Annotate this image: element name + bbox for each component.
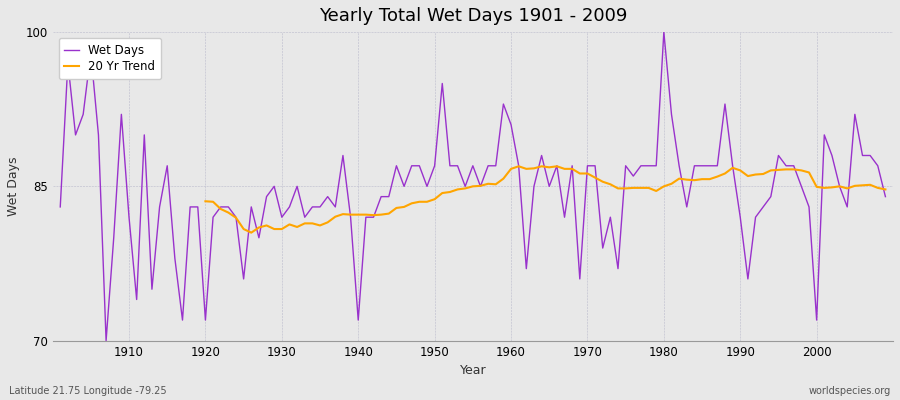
- 20 Yr Trend: [780, 167, 791, 172]
- Wet Days: [55, 204, 66, 209]
- 20 Yr Trend: [300, 221, 310, 226]
- Legend: Wet Days, 20 Yr Trend: Wet Days, 20 Yr Trend: [58, 38, 161, 79]
- Title: Yearly Total Wet Days 1901 - 2009: Yearly Total Wet Days 1901 - 2009: [319, 7, 627, 25]
- Wet Days: [101, 338, 112, 343]
- 20 Yr Trend: [865, 182, 876, 187]
- Line: Wet Days: Wet Days: [60, 32, 886, 341]
- Wet Days: [605, 215, 616, 220]
- Wet Days: [338, 153, 348, 158]
- Text: Latitude 21.75 Longitude -79.25: Latitude 21.75 Longitude -79.25: [9, 386, 166, 396]
- Wet Days: [123, 215, 134, 220]
- 20 Yr Trend: [513, 164, 524, 169]
- Wet Days: [292, 184, 302, 189]
- Wet Days: [506, 122, 517, 127]
- 20 Yr Trend: [246, 230, 256, 235]
- 20 Yr Trend: [200, 199, 211, 204]
- 20 Yr Trend: [689, 178, 700, 182]
- X-axis label: Year: Year: [460, 364, 486, 377]
- 20 Yr Trend: [796, 168, 806, 173]
- 20 Yr Trend: [414, 199, 425, 204]
- Text: worldspecies.org: worldspecies.org: [809, 386, 891, 396]
- Wet Days: [659, 30, 670, 34]
- 20 Yr Trend: [880, 187, 891, 192]
- Y-axis label: Wet Days: Wet Days: [7, 156, 20, 216]
- Wet Days: [513, 163, 524, 168]
- Wet Days: [880, 194, 891, 199]
- Line: 20 Yr Trend: 20 Yr Trend: [205, 166, 886, 233]
